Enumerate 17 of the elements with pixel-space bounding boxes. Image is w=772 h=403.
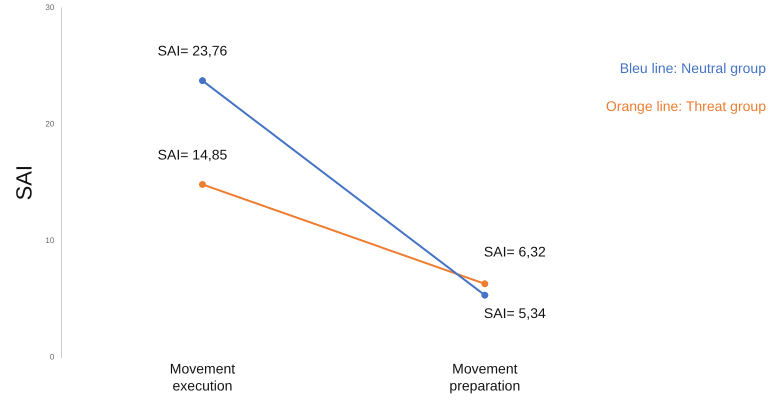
y-tick-label: 20 <box>45 120 55 129</box>
data-label: SAI= 6,32 <box>484 244 546 260</box>
data-label: SAI= 23,76 <box>158 42 228 59</box>
text: Orange line: Threat group <box>606 98 766 114</box>
x-tick-label: Movement execution <box>170 360 236 394</box>
point <box>198 77 206 84</box>
y-tick-label: 0 <box>50 352 55 362</box>
x-tick-label: Movement preparation <box>449 360 520 394</box>
point <box>481 292 488 299</box>
text: Bleu line: Neutral group <box>620 60 766 76</box>
point <box>481 280 488 288</box>
data-label: SAI= 14,85 <box>158 146 228 162</box>
point <box>198 180 206 188</box>
y-axis-title: SAI <box>11 164 36 200</box>
y-tick-label: 10 <box>45 236 55 246</box>
data-label: SAI= 5,34 <box>484 305 546 322</box>
y-tick-label: 30 <box>45 3 55 12</box>
